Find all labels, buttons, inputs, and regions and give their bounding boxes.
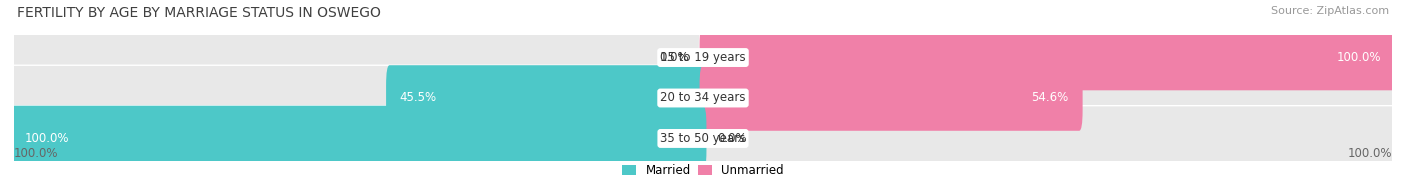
FancyBboxPatch shape <box>11 65 706 131</box>
Text: 35 to 50 years: 35 to 50 years <box>661 132 745 145</box>
Text: 0.0%: 0.0% <box>717 132 747 145</box>
Legend: Married, Unmarried: Married, Unmarried <box>621 164 785 177</box>
FancyBboxPatch shape <box>387 65 706 131</box>
Text: 100.0%: 100.0% <box>14 147 59 160</box>
Text: FERTILITY BY AGE BY MARRIAGE STATUS IN OSWEGO: FERTILITY BY AGE BY MARRIAGE STATUS IN O… <box>17 6 381 20</box>
Text: Source: ZipAtlas.com: Source: ZipAtlas.com <box>1271 6 1389 16</box>
Text: 100.0%: 100.0% <box>1347 147 1392 160</box>
Text: 100.0%: 100.0% <box>1337 51 1382 64</box>
FancyBboxPatch shape <box>700 25 1395 90</box>
Text: 45.5%: 45.5% <box>399 92 437 104</box>
Text: 15 to 19 years: 15 to 19 years <box>661 51 745 64</box>
FancyBboxPatch shape <box>700 65 1083 131</box>
Text: 54.6%: 54.6% <box>1032 92 1069 104</box>
FancyBboxPatch shape <box>11 106 706 171</box>
Text: 100.0%: 100.0% <box>24 132 69 145</box>
FancyBboxPatch shape <box>700 25 1395 90</box>
FancyBboxPatch shape <box>700 106 1395 171</box>
FancyBboxPatch shape <box>11 25 706 90</box>
Text: 0.0%: 0.0% <box>659 51 689 64</box>
Text: 20 to 34 years: 20 to 34 years <box>661 92 745 104</box>
FancyBboxPatch shape <box>700 65 1395 131</box>
FancyBboxPatch shape <box>11 106 706 171</box>
